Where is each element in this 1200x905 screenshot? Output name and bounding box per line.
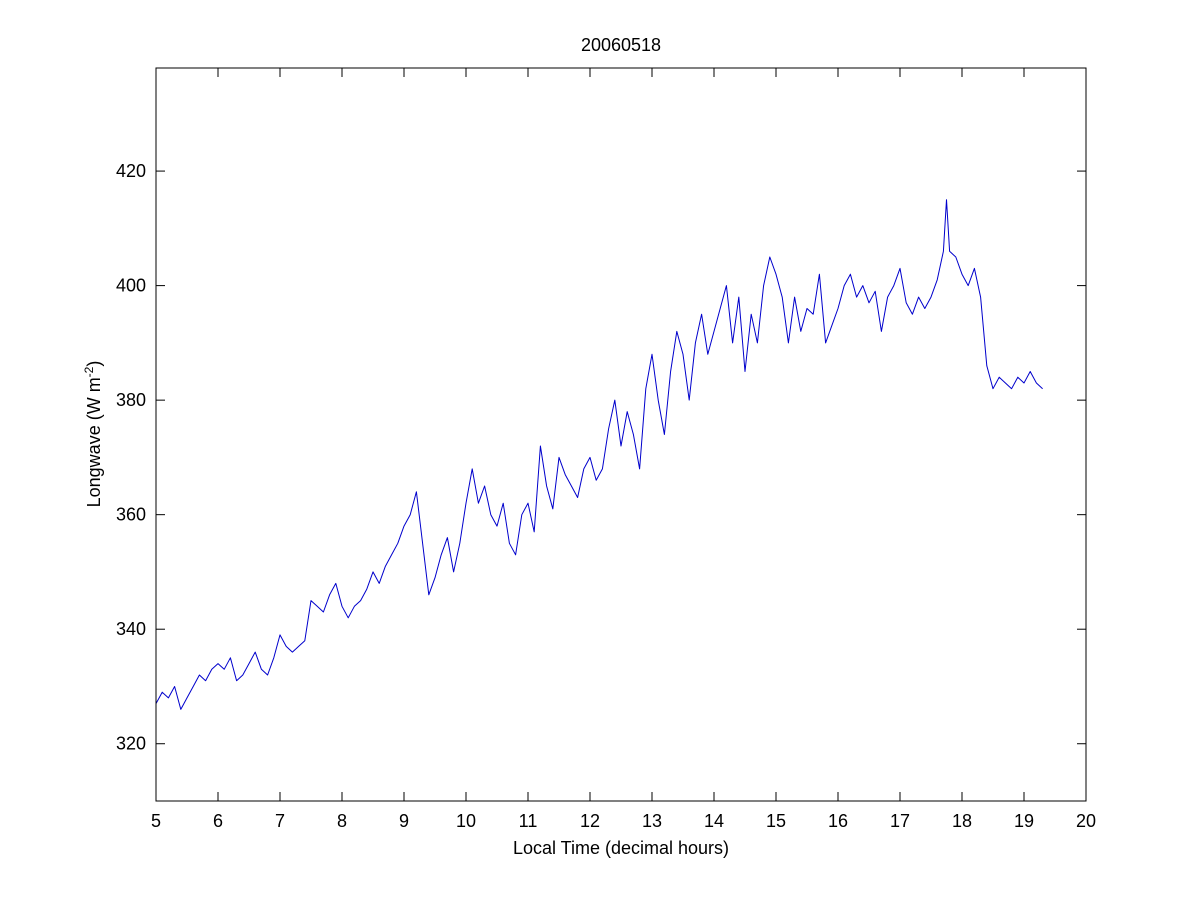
x-tick-label: 15: [766, 811, 786, 831]
plot-frame: [155, 67, 1087, 802]
y-tick-label: 360: [116, 505, 146, 525]
x-tick-label: 18: [952, 811, 972, 831]
y-tick-label: 400: [116, 276, 146, 296]
x-tick-label: 16: [828, 811, 848, 831]
x-axis-label: Local Time (decimal hours): [513, 838, 729, 858]
x-tick-label: 8: [337, 811, 347, 831]
x-tick-label: 6: [213, 811, 223, 831]
x-tick-label: 12: [580, 811, 600, 831]
x-tick-label: 19: [1014, 811, 1034, 831]
y-tick-label: 380: [116, 390, 146, 410]
x-tick-label: 9: [399, 811, 409, 831]
y-axis-label-main: Longwave (W m: [84, 377, 104, 507]
chart-title: 20060518: [581, 35, 661, 55]
x-tick-label: 10: [456, 811, 476, 831]
x-tick-label: 17: [890, 811, 910, 831]
x-tick-label: 7: [275, 811, 285, 831]
y-tick-label: 320: [116, 734, 146, 754]
y-tick-label: 420: [116, 161, 146, 181]
x-tick-label: 11: [519, 811, 538, 831]
x-tick-label: 20: [1076, 811, 1096, 831]
y-tick-label: 340: [116, 619, 146, 639]
y-axis-label-superscript: -2: [82, 366, 96, 377]
x-tick-label: 14: [704, 811, 724, 831]
y-axis-label: Longwave (W m-2): [82, 361, 104, 508]
x-tick-label: 5: [151, 811, 161, 831]
y-axis-ticks: 320 340 360 380 400 420: [116, 161, 1086, 754]
series-line: [155, 199, 1043, 710]
y-axis-label-close: ): [84, 361, 104, 367]
x-axis-ticks: 5 6 7 8 9 10 11 12 13 14 15 16 17 18 19 20: [151, 68, 1096, 831]
x-tick-label: 13: [642, 811, 662, 831]
